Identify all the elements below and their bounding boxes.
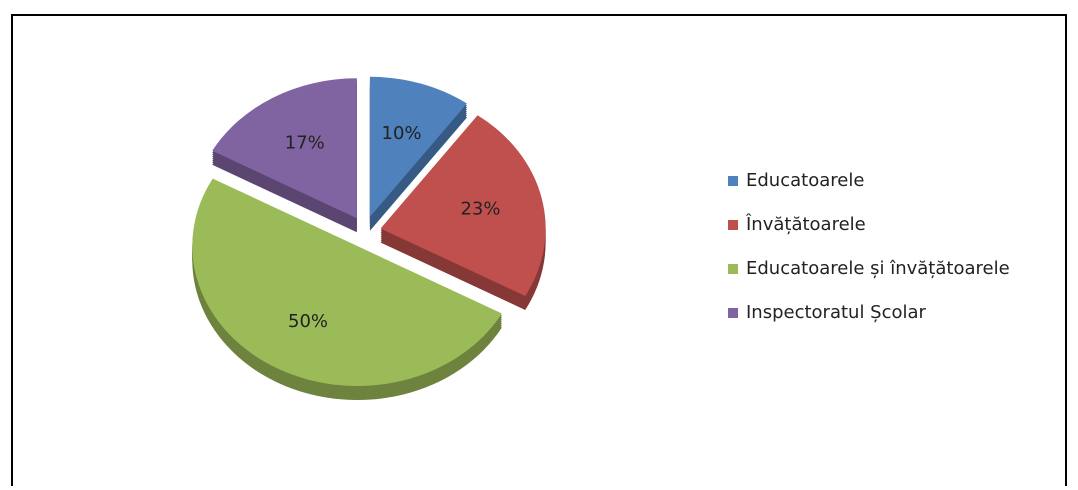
legend-swatch [728,264,738,274]
legend-label: Educatoarele și învățătoarele [746,258,1010,279]
pie: 10% 23% 50% 17% [192,76,546,401]
legend-swatch [728,220,738,230]
slice [369,76,467,217]
legend-label: Educatoarele [746,170,864,191]
legend: Educatoarele Învățătoarele Educatoarele și… [728,170,1010,323]
slice [380,115,546,296]
data-label: 50% [288,311,328,332]
data-label: 23% [460,199,500,220]
legend-swatch [728,176,738,186]
data-label: 17% [285,133,325,154]
data-label: 10% [382,123,422,144]
legend-swatch [728,308,738,318]
legend-label: Inspectoratul Școlar [746,302,927,323]
legend-label: Învățătoarele [745,213,866,235]
slice [192,178,502,386]
slice [212,78,357,219]
